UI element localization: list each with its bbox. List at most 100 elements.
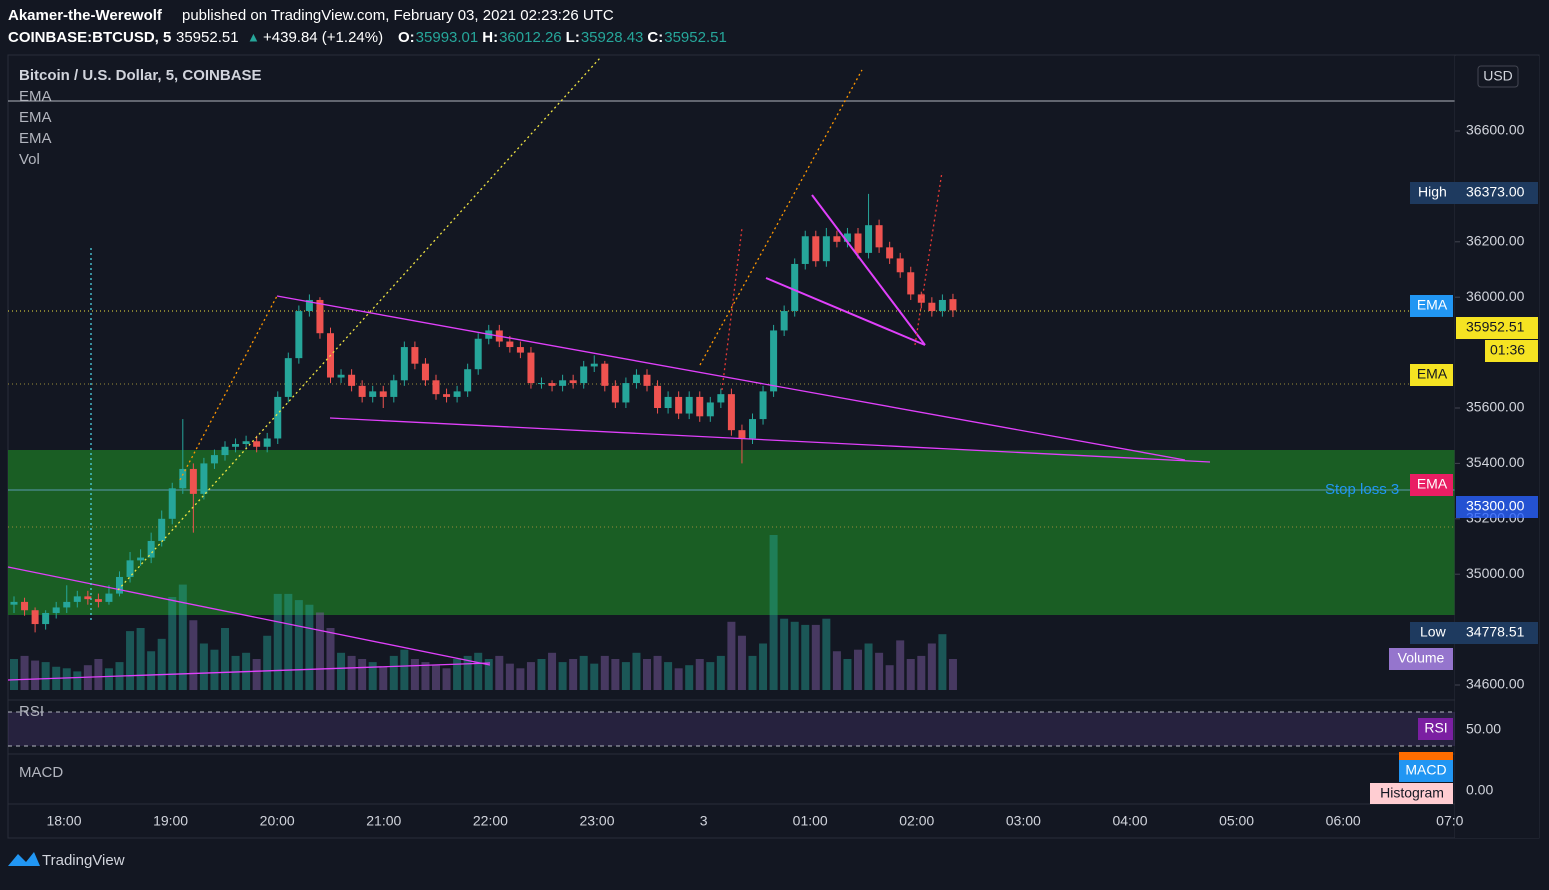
candle-body: [158, 518, 166, 541]
drawings: [7, 57, 1211, 681]
volume-bar: [780, 618, 789, 690]
y-tick-label: 36000.00: [1466, 288, 1525, 304]
last: 35952.51: [176, 29, 239, 46]
y2-tick-label: 50.00: [1466, 721, 1501, 737]
candle-body: [886, 247, 894, 259]
projection: [699, 69, 863, 366]
candle-body: [316, 299, 324, 334]
candle-body: [928, 302, 936, 312]
candle-body: [52, 607, 60, 613]
candle-body: [749, 419, 756, 439]
quote-value: 36012.26: [499, 29, 562, 46]
x-axis: 18:00 19:00 20:00 21:00 22:00 23:00 3 01:00 02:0…: [46, 813, 1463, 829]
volume-bar: [558, 662, 567, 690]
quote-value: 35993.01: [416, 29, 479, 46]
candle-body: [369, 391, 377, 397]
candle-body: [938, 299, 946, 312]
candle-body: [601, 363, 609, 386]
volume-bar: [252, 659, 261, 690]
trendline: [329, 417, 1211, 463]
volume-bar: [906, 659, 915, 690]
volume-bar: [674, 668, 683, 690]
candle-body: [84, 596, 92, 600]
candle-body: [833, 236, 841, 242]
volume-bar: [748, 655, 757, 690]
candle-body: [791, 263, 799, 312]
volume-bar: [801, 624, 810, 690]
volume-bar: [432, 665, 440, 690]
badge: [1399, 760, 1453, 782]
candle-body: [453, 391, 461, 397]
arrow: ▲: [247, 29, 260, 44]
legend-item: EMA: [19, 130, 52, 147]
candle-body: [274, 396, 282, 439]
badge: [1477, 65, 1519, 88]
badge-text: RSI: [1424, 720, 1447, 736]
candle-body: [717, 394, 725, 403]
volume-bar: [389, 655, 398, 690]
x-tick-label: 3: [700, 813, 708, 829]
badge: [1410, 364, 1453, 386]
candle-body: [843, 233, 851, 242]
volume-bar: [737, 635, 746, 690]
candle-body: [611, 385, 619, 403]
trendline: [7, 662, 491, 681]
volume-bar: [632, 652, 641, 690]
candle-body: [242, 441, 250, 445]
volume-bar: [453, 659, 462, 690]
candle-body: [917, 294, 925, 303]
volume-bar: [94, 659, 103, 690]
candle-body: [854, 233, 862, 253]
trendline: [276, 295, 1186, 461]
x-tick-label: 01:00: [793, 813, 828, 829]
candle-body: [21, 601, 29, 611]
zone: [8, 450, 1455, 615]
pane: [7, 54, 1540, 839]
volume-bar: [579, 655, 588, 690]
volume-bar: [727, 621, 736, 690]
volume-bar: [231, 655, 240, 690]
volume-bar: [305, 604, 314, 690]
candle-body: [443, 394, 451, 397]
candle-body: [221, 446, 229, 456]
candle-body: [822, 236, 830, 262]
x-tick-label: 04:00: [1112, 813, 1147, 829]
candle-body: [379, 391, 387, 397]
badge: [1418, 718, 1453, 740]
volume-bar: [10, 659, 18, 690]
volume-bar: [516, 668, 525, 690]
candle-body: [896, 258, 904, 273]
x-tick-label: 22:00: [473, 813, 508, 829]
volume-bar: [147, 651, 156, 690]
candle-body: [706, 402, 714, 417]
volume-bar: [315, 612, 324, 690]
volume-bar: [358, 659, 367, 690]
volume-bar: [569, 659, 578, 690]
change: +439.84 (+1.24%): [263, 29, 383, 46]
badge-text: 01:36: [1490, 342, 1525, 358]
volume-bar: [653, 655, 662, 690]
y-tick-label: 36200.00: [1466, 233, 1525, 249]
volume-bar: [326, 628, 335, 690]
published: published on TradingView.com, February 0…: [182, 7, 614, 24]
candle-body: [527, 352, 535, 384]
volume-bar: [20, 655, 29, 690]
candle-body: [305, 299, 313, 312]
badge: [1410, 474, 1453, 496]
candle-body: [949, 299, 957, 311]
volume-bar: [611, 659, 620, 690]
candle-body: [516, 347, 524, 353]
volume-bar: [759, 643, 768, 690]
volume-bar: [347, 655, 356, 690]
badge-text: EMA: [1417, 366, 1448, 382]
badge-text: USD: [1483, 68, 1513, 84]
candle-body: [210, 455, 218, 464]
trendline: [811, 194, 926, 346]
volume-bar: [189, 620, 198, 690]
volume-bar: [126, 631, 135, 690]
candle-body: [63, 601, 71, 608]
candle-body: [580, 366, 588, 384]
badge-text: High: [1418, 184, 1447, 200]
volume-bar: [62, 668, 71, 690]
